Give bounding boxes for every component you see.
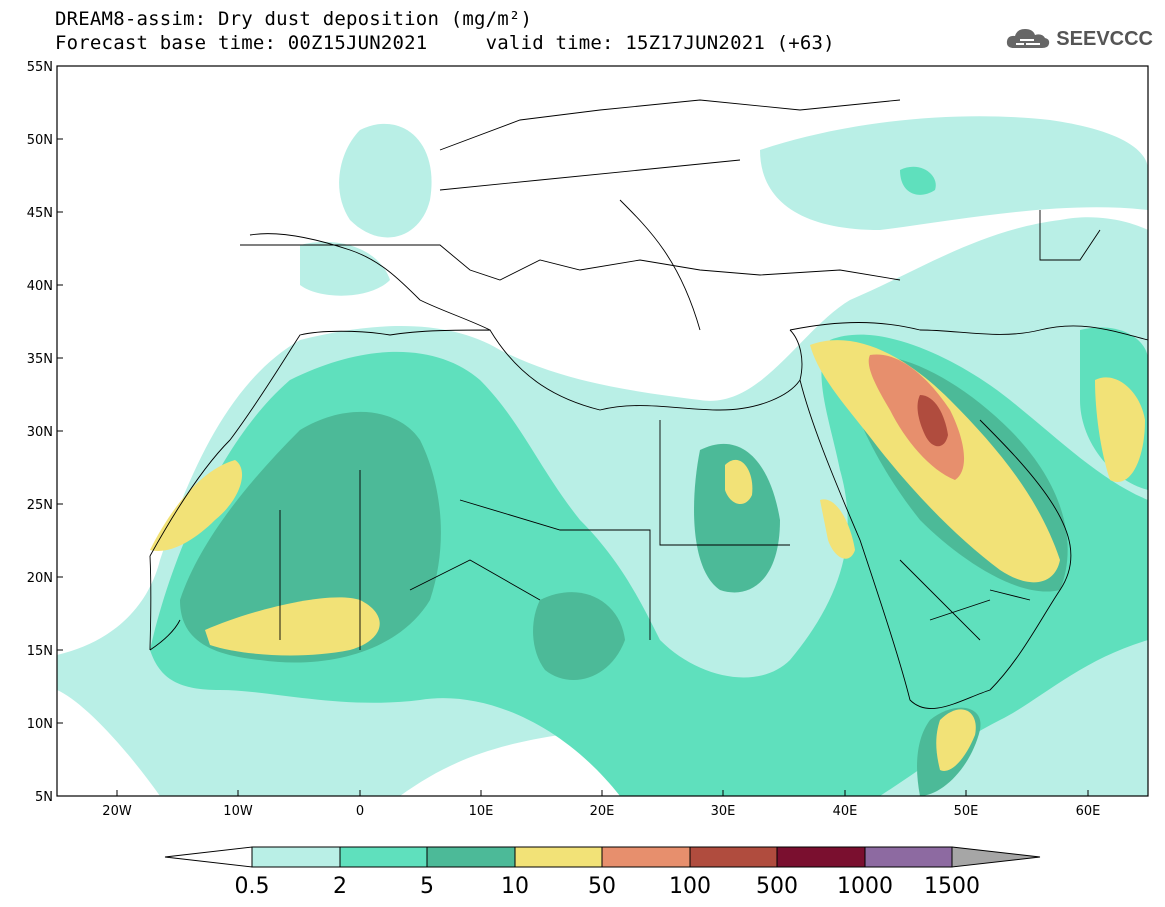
colorbar-label: 50 [588, 874, 616, 899]
colorbar-segment [601, 846, 691, 868]
lon-label: 60E [1076, 804, 1101, 819]
colorbar-label: 500 [756, 874, 798, 899]
colorbar-label: 0.5 [235, 874, 270, 899]
lon-label: 20W [102, 804, 132, 819]
colorbar-segment [339, 846, 428, 868]
colorbar-label: 1000 [837, 874, 893, 899]
lon-label: 10W [223, 804, 253, 819]
lon-label: 20E [590, 804, 615, 819]
colorbar-segment [426, 846, 516, 868]
forecast-times: Forecast base time: 00Z15JUN2021 valid t… [55, 32, 835, 54]
lon-label: 0 [356, 804, 364, 819]
colorbar-low-arrow [164, 846, 253, 868]
lat-label: 30N [27, 425, 53, 440]
lat-label: 15N [27, 644, 53, 659]
lat-label: 55N [27, 60, 53, 75]
lat-label: 20N [27, 571, 53, 586]
lon-label: 40E [833, 804, 858, 819]
colorbar-segment [251, 846, 341, 868]
colorbar-high-arrow [951, 846, 1041, 868]
cloud-icon [1007, 29, 1050, 48]
lat-label: 50N [27, 133, 53, 148]
colorbar [164, 846, 1041, 868]
colorbar-segment [776, 846, 866, 868]
colorbar-label: 5 [420, 874, 434, 899]
lat-label: 45N [27, 206, 53, 221]
colorbar-segment [514, 846, 603, 868]
colorbar-label: 10 [501, 874, 529, 899]
lat-label: 35N [27, 352, 53, 367]
lat-label: 40N [27, 279, 53, 294]
logo-text: SEEVCCC [1056, 27, 1153, 50]
colorbar-label: 100 [669, 874, 711, 899]
colorbar-segment [864, 846, 953, 868]
lon-label: 30E [711, 804, 736, 819]
seevccc-logo: SEEVCCC [1004, 26, 1153, 52]
base-time: Forecast base time: 00Z15JUN2021 [55, 32, 428, 54]
lon-label: 10E [469, 804, 494, 819]
lon-label: 50E [954, 804, 979, 819]
map-title: DREAM8-assim: Dry dust deposition (mg/m²… [55, 8, 533, 30]
lat-label: 25N [27, 498, 53, 513]
lat-label: 10N [27, 717, 53, 732]
colorbar-label: 1500 [924, 874, 980, 899]
deposition-field [57, 66, 1148, 796]
valid-time: valid time: 15Z17JUN2021 (+63) [485, 32, 835, 54]
colorbar-segment [689, 846, 778, 868]
lat-label: 5N [35, 790, 53, 805]
colorbar-label: 2 [333, 874, 347, 899]
